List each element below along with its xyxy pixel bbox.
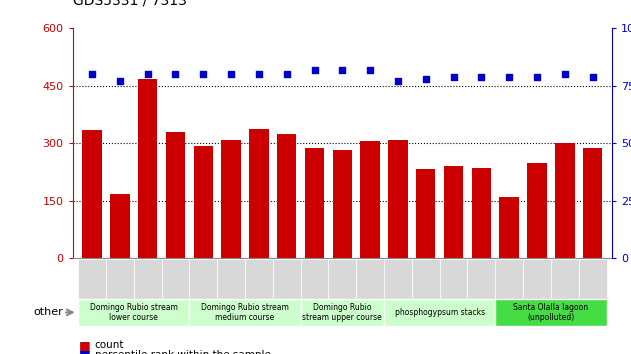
- Bar: [138, 79, 157, 258]
- Point: [504, 74, 514, 79]
- Point: [587, 74, 598, 79]
- Point: [560, 72, 570, 77]
- Text: count: count: [95, 340, 124, 350]
- Bar: [388, 140, 408, 258]
- Bar: [305, 148, 324, 258]
- Text: percentile rank within the sample: percentile rank within the sample: [95, 350, 271, 354]
- Bar: [277, 134, 297, 258]
- Point: [115, 79, 125, 84]
- Point: [198, 72, 208, 77]
- Bar: [471, 167, 491, 258]
- Text: Santa Olalla lagoon
(unpolluted): Santa Olalla lagoon (unpolluted): [514, 303, 589, 322]
- Bar: [360, 142, 380, 258]
- Point: [365, 67, 375, 73]
- Bar: [82, 130, 102, 258]
- Point: [87, 72, 97, 77]
- Text: Domingo Rubio stream
medium course: Domingo Rubio stream medium course: [201, 303, 289, 322]
- Point: [532, 74, 542, 79]
- Bar: [110, 194, 129, 258]
- Text: ■: ■: [79, 339, 91, 352]
- Point: [254, 72, 264, 77]
- Text: ■: ■: [79, 348, 91, 354]
- Point: [309, 67, 319, 73]
- Point: [170, 72, 180, 77]
- Point: [143, 72, 153, 77]
- Text: Domingo Rubio
stream upper course: Domingo Rubio stream upper course: [302, 303, 382, 322]
- Bar: [194, 147, 213, 258]
- Text: phosphogypsum stacks: phosphogypsum stacks: [394, 308, 485, 317]
- Text: other: other: [33, 307, 63, 318]
- Text: GDS5331 / 7313: GDS5331 / 7313: [73, 0, 186, 7]
- Bar: [528, 162, 546, 258]
- Bar: [249, 129, 269, 258]
- Text: Domingo Rubio stream
lower course: Domingo Rubio stream lower course: [90, 303, 178, 322]
- Point: [449, 74, 459, 79]
- Bar: [583, 148, 603, 258]
- Point: [281, 72, 292, 77]
- Point: [421, 76, 431, 82]
- Bar: [166, 132, 185, 258]
- Point: [337, 67, 347, 73]
- Bar: [221, 139, 241, 258]
- Bar: [333, 150, 352, 258]
- Bar: [500, 197, 519, 258]
- Point: [226, 72, 236, 77]
- Bar: [444, 166, 463, 258]
- Bar: [555, 143, 575, 258]
- Point: [393, 79, 403, 84]
- Bar: [416, 170, 435, 258]
- Point: [476, 74, 487, 79]
